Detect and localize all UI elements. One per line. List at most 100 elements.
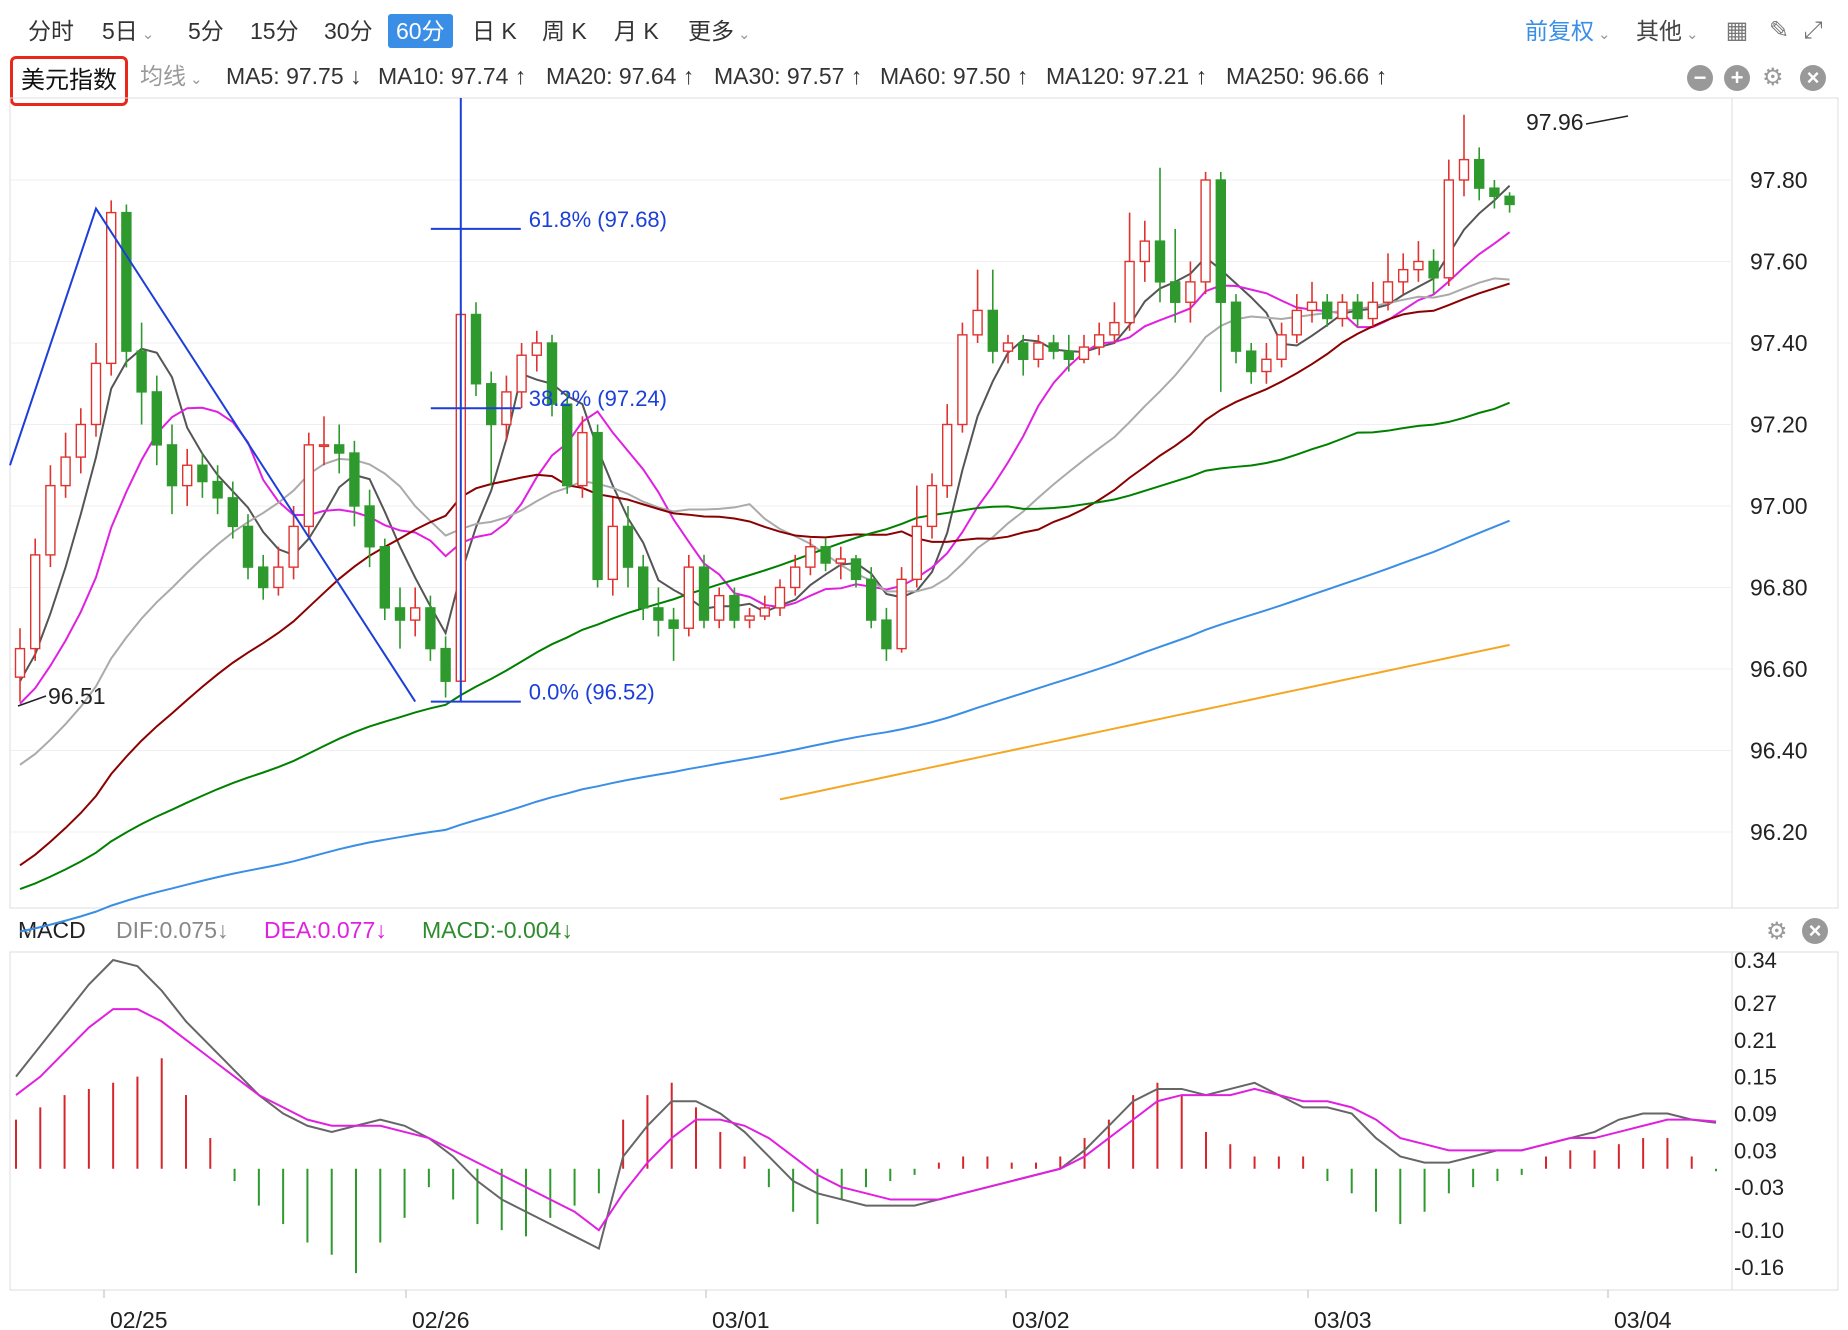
ma10-label: MA10: 97.74 ↑	[378, 63, 527, 89]
candle-down	[258, 566, 269, 589]
tab-60min[interactable]: 60分	[388, 14, 453, 48]
candle-up	[911, 525, 922, 581]
dif-label: DIF:0.075↓	[116, 917, 229, 943]
candle-up	[835, 558, 846, 564]
candle-down	[881, 619, 892, 650]
dea-line	[15, 1008, 1717, 1232]
ma30-line	[19, 282, 1510, 867]
candle-down	[440, 647, 451, 682]
close-icon[interactable]: ×	[1802, 918, 1828, 944]
candle-up	[607, 525, 618, 581]
price-tick-label: 96.80	[1750, 575, 1808, 601]
period-toolbar: 分时 5日 ⌄ 5分 15分 30分 60分 日 K 周 K 月 K 更多 ⌄ 前复…	[0, 0, 1848, 60]
candle-up	[1093, 334, 1105, 348]
candle-up	[273, 566, 284, 589]
ma250-label: MA250: 96.66 ↑	[1226, 63, 1388, 89]
candle-up	[1002, 342, 1014, 352]
candle-up	[501, 391, 512, 426]
candle-up	[1458, 158, 1470, 181]
candle-up	[181, 464, 193, 487]
x-tick-label: 03/02	[1012, 1307, 1070, 1330]
high-annotation: 97.96	[1526, 109, 1584, 135]
price-tick-label: 97.40	[1750, 330, 1808, 356]
candle-down	[1018, 342, 1029, 360]
price-tick-label: 97.80	[1750, 167, 1808, 193]
candle-up	[1109, 321, 1120, 336]
candle-up	[790, 566, 801, 589]
tab-5day[interactable]: 5日 ⌄	[102, 18, 155, 44]
candle-down	[1063, 350, 1075, 360]
price-tick-label: 96.20	[1750, 819, 1808, 845]
candle-up	[105, 211, 117, 365]
draw-pen-icon[interactable]: ✎	[1768, 17, 1790, 44]
candle-down	[1489, 187, 1500, 197]
candle-down	[653, 607, 664, 621]
close-icon[interactable]: ×	[1800, 65, 1826, 91]
ma5-line	[19, 184, 1511, 682]
candle-up	[1033, 342, 1044, 360]
tab-timeshare[interactable]: 分时	[28, 18, 74, 44]
candle-down	[668, 619, 679, 629]
line-type-dropdown[interactable]: 均线 ⌄	[140, 63, 203, 89]
candle-up	[1124, 260, 1135, 324]
candle-up	[1367, 301, 1379, 320]
tab-15min[interactable]: 15分	[250, 18, 299, 44]
plus-icon[interactable]: +	[1724, 65, 1750, 91]
fib-level-label: 0.0% (96.52)	[529, 680, 655, 705]
candle-up	[577, 431, 588, 487]
adjust-dropdown[interactable]: 前复权 ⌄	[1525, 18, 1611, 44]
ma30-label: MA30: 97.57 ↑	[714, 63, 863, 89]
candle-up	[60, 456, 71, 487]
candle-down	[1048, 342, 1059, 352]
tab-weekly-k[interactable]: 周 K	[542, 18, 587, 44]
tab-more[interactable]: 更多 ⌄	[688, 18, 751, 44]
candle-up	[1413, 260, 1424, 271]
candle-down	[166, 444, 178, 487]
ma250-line	[779, 643, 1510, 801]
candle-up	[75, 423, 87, 458]
candle-up	[1443, 179, 1455, 279]
other-dropdown[interactable]: 其他 ⌄	[1636, 18, 1699, 44]
chevron-down-icon: ⌄	[738, 26, 751, 43]
candle-up	[90, 362, 102, 426]
gear-icon[interactable]: ⚙	[1766, 918, 1788, 945]
macd-value-label: MACD:-0.004↓	[422, 917, 573, 943]
candle-down	[638, 566, 649, 609]
main-plot-frame	[9, 97, 1839, 909]
tab-monthly-k[interactable]: 月 K	[614, 18, 659, 44]
minus-icon[interactable]: −	[1687, 65, 1713, 91]
candle-up	[288, 525, 299, 568]
chevron-down-icon: ⌄	[190, 71, 203, 88]
fullscreen-icon[interactable]: ⤢	[1803, 17, 1823, 44]
candle-up	[714, 594, 725, 621]
candle-down	[729, 594, 740, 621]
tab-30min[interactable]: 30分	[324, 18, 373, 44]
price-tick-label: 96.40	[1750, 738, 1808, 764]
macd-legend: MACD ⌄ DIF:0.075↓ DEA:0.077↓ MACD:-0.004↓	[0, 912, 1848, 948]
candle-up	[1276, 334, 1287, 361]
candle-up	[926, 484, 938, 528]
grid-icon[interactable]: ▦	[1725, 17, 1749, 44]
fib-level-label: 38.2% (97.24)	[529, 386, 667, 411]
candle-up	[1261, 358, 1272, 373]
candle-down	[349, 452, 360, 507]
macd-tick-label: -0.03	[1734, 1175, 1784, 1200]
candle-up	[45, 484, 56, 556]
candle-down	[622, 525, 634, 568]
candle-down	[1215, 179, 1227, 303]
candle-up	[972, 309, 983, 336]
candle-down	[136, 350, 147, 393]
tab-daily-k[interactable]: 日 K	[472, 18, 517, 44]
gear-icon[interactable]: ⚙	[1762, 64, 1784, 91]
tab-5min[interactable]: 5分	[188, 18, 224, 44]
x-tick-label: 03/03	[1314, 1307, 1372, 1330]
ma5-label: MA5: 97.75 ↓	[226, 63, 362, 89]
candle-up	[303, 444, 314, 528]
dea-label: DEA:0.077↓	[264, 917, 387, 943]
candle-down	[1245, 350, 1257, 373]
candle-down	[334, 444, 345, 454]
chevron-down-icon: ⌄	[1686, 26, 1699, 43]
macd-tick-label: 0.21	[1734, 1028, 1777, 1053]
candle-up	[805, 546, 816, 568]
